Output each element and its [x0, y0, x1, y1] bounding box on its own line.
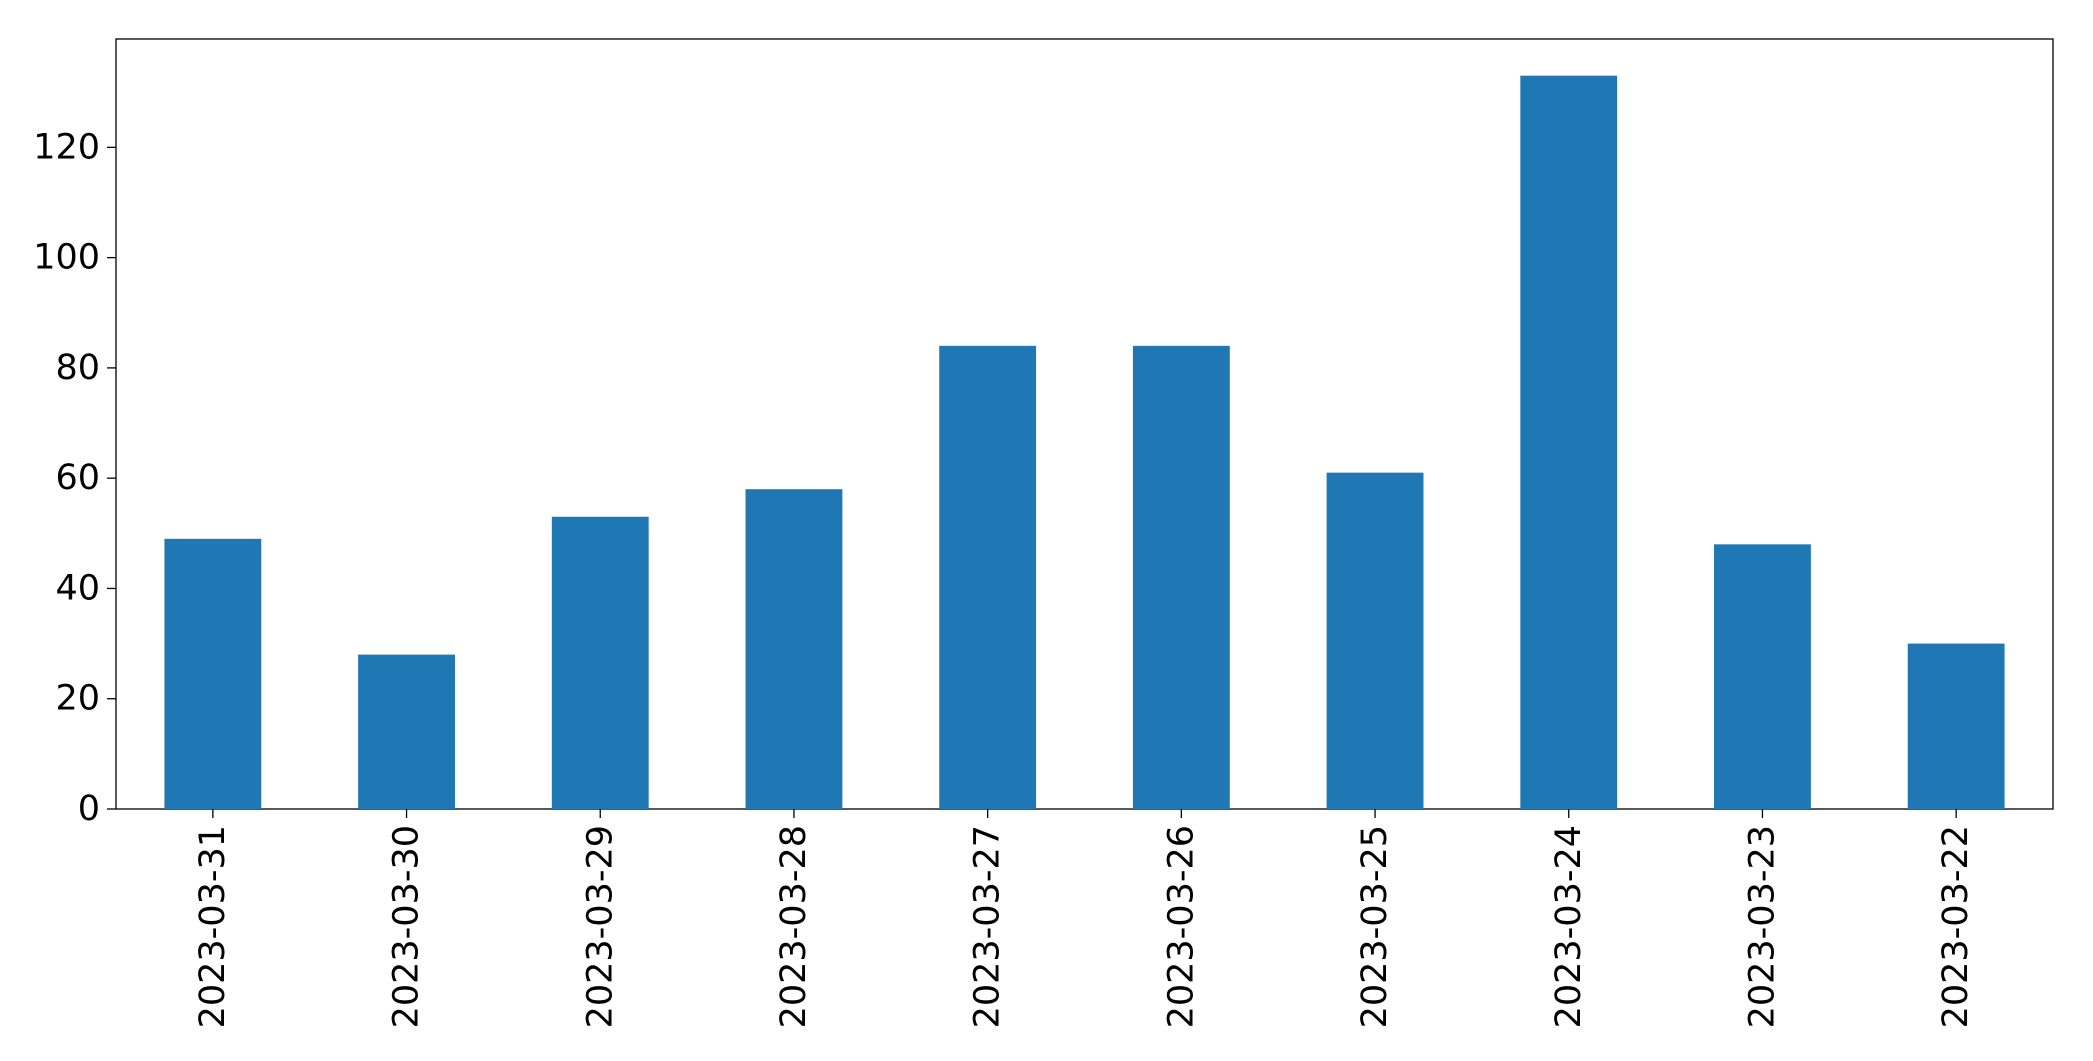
- x-tick-label: 2023-03-27: [968, 825, 1008, 1028]
- bar: [358, 654, 455, 809]
- plot-frame: [115, 38, 2054, 810]
- x-tick-label: 2023-03-31: [193, 825, 233, 1028]
- y-tick-label: 120: [33, 127, 100, 167]
- y-tick-label: 0: [78, 789, 100, 829]
- x-tick-label: 2023-03-22: [1936, 825, 1976, 1028]
- bar: [551, 516, 649, 809]
- x-tick-label: 2023-03-28: [774, 825, 814, 1028]
- bar: [1326, 472, 1424, 809]
- y-tick-label: 40: [55, 568, 100, 608]
- y-tick-label: 60: [55, 458, 100, 498]
- x-tick-label: 2023-03-29: [580, 825, 620, 1028]
- bar: [1520, 75, 1618, 809]
- x-tick-label: 2023-03-24: [1549, 825, 1589, 1028]
- bar: [1907, 643, 2005, 809]
- bar: [939, 345, 1037, 809]
- y-tick-label: 100: [33, 238, 100, 278]
- x-tick-label: 2023-03-25: [1355, 825, 1395, 1028]
- x-tick-label: 2023-03-26: [1161, 825, 1201, 1028]
- y-tick-label: 20: [55, 679, 100, 719]
- bar: [164, 538, 262, 809]
- bar: [745, 489, 843, 809]
- x-tick-label: 2023-03-30: [387, 825, 427, 1028]
- bar: [1132, 345, 1230, 809]
- y-tick-label: 80: [55, 348, 100, 388]
- x-tick-label: 2023-03-23: [1742, 825, 1782, 1028]
- bar: [1714, 544, 1811, 809]
